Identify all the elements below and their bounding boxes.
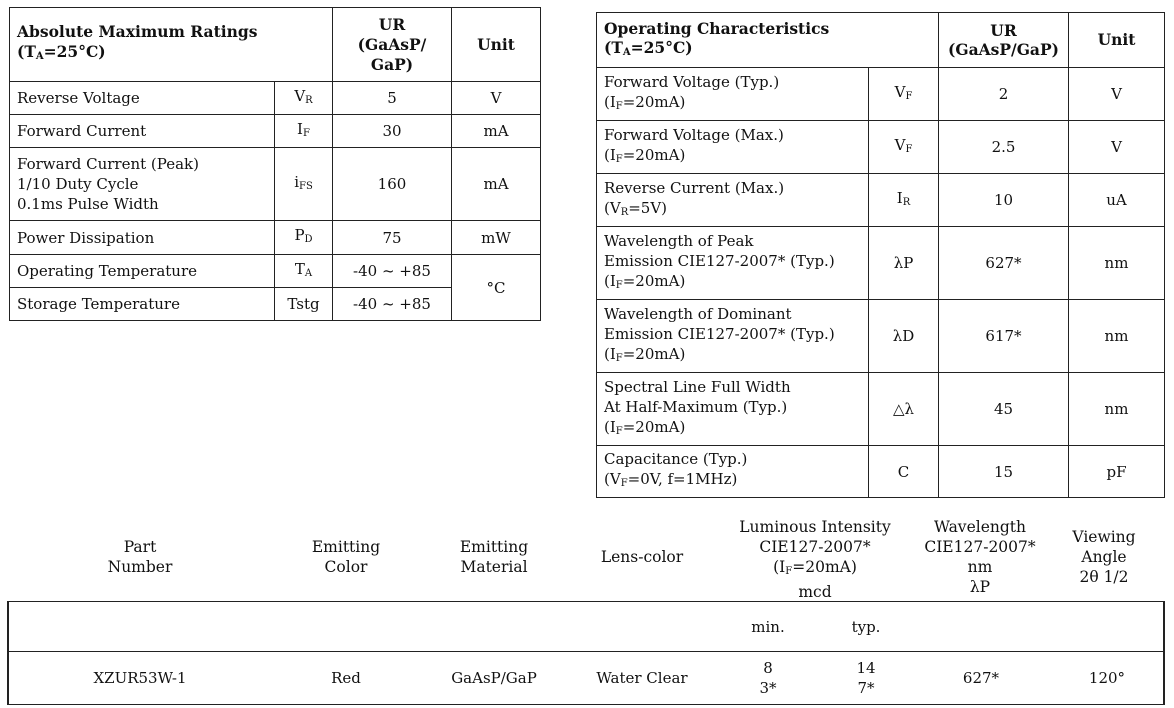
value-cell: -40 ~ +85 [332, 287, 452, 321]
intensity-min-cell: 8 3* [716, 651, 820, 705]
op-row: Forward Voltage (Max.) (IF=20mA) VF 2.5 V [596, 120, 1165, 174]
unit-cell: V [1068, 67, 1165, 121]
unit-cell: nm [1068, 299, 1165, 373]
symbol-cell: △λ [868, 372, 939, 446]
op-row: Spectral Line Full Width At Half-Maximum… [596, 372, 1165, 446]
value-cell: 160 [332, 147, 452, 221]
header-viewing-angle: Viewing Angle 2θ 1/2 [1072, 528, 1136, 586]
abs-row: Forward Current IF 30 mA [9, 114, 541, 148]
emitting-color-cell: Red [272, 651, 420, 705]
param-cell: Storage Temperature [9, 287, 275, 321]
emitting-material-cell: GaAsP/GaP [420, 651, 568, 705]
abs-row: Power Dissipation PD 75 mW [9, 220, 541, 255]
parts-table: min. typ. XZUR53W-1 Red GaAsP/GaP Water … [8, 601, 1164, 705]
symbol-cell: C [868, 445, 939, 498]
param-cell: Reverse Voltage [9, 81, 275, 115]
value-cell: 5 [332, 81, 452, 115]
intensity-typ-cell: 14 7* [820, 651, 912, 705]
op-row: Wavelength of Dominant Emission CIE127-2… [596, 299, 1165, 373]
param-cell: Power Dissipation [9, 220, 275, 255]
sub-header-min: min. [716, 601, 820, 652]
value-cell: 30 [332, 114, 452, 148]
unit-cell: V [1068, 120, 1165, 174]
header-emitting-color: Emitting Color [311, 538, 381, 576]
parts-table-header: Part Number Emitting Color Emitting Mate… [8, 515, 1164, 601]
abs-title: Absolute Maximum Ratings [17, 22, 258, 41]
wavelength-cell: 627* [912, 651, 1050, 705]
symbol-cell: λP [868, 226, 939, 300]
unit-cell: nm [1068, 226, 1165, 300]
header-wavelength: Wavelength CIE127-2007* nm λP [924, 518, 1036, 596]
param-cell: Wavelength of Peak Emission CIE127-2007*… [596, 226, 869, 300]
symbol-cell: IF [274, 114, 333, 148]
header-emitting-material: Emitting Material [459, 538, 529, 576]
abs-header-title: Absolute Maximum Ratings (TA=25°C) [9, 7, 333, 82]
param-cell: Wavelength of Dominant Emission CIE127-2… [596, 299, 869, 373]
value-cell: 2 [938, 67, 1069, 121]
symbol-cell: VR [274, 81, 333, 115]
viewing-angle-cell: 120° [1050, 651, 1164, 705]
lens-color-cell: Water Clear [568, 651, 716, 705]
symbol-cell: λD [868, 299, 939, 373]
symbol-cell: IR [868, 173, 939, 227]
abs-row: Reverse Voltage VR 5 V [9, 81, 541, 115]
frame-line [7, 601, 9, 705]
operating-characteristics-table: Operating Characteristics (TA=25°C) UR (… [596, 12, 1165, 498]
value-cell: 617* [938, 299, 1069, 373]
part-number-cell: XZUR53W-1 [8, 651, 272, 705]
sub-header-typ: typ. [820, 601, 912, 652]
value-cell: 10 [938, 173, 1069, 227]
op-title: Operating Characteristics [604, 18, 830, 38]
symbol-cell: VF [868, 67, 939, 121]
abs-row: Operating Temperature TA -40 ~ +85 °C [9, 254, 541, 321]
op-condition: (TA=25°C) [604, 37, 693, 58]
abs-row: Storage Temperature Tstg -40 ~ +85 [9, 287, 541, 321]
value-cell: 45 [938, 372, 1069, 446]
unit-cell: pF [1068, 445, 1165, 498]
unit-cell: mA [451, 114, 541, 148]
value-cell: 75 [332, 220, 452, 255]
param-cell: Forward Current [9, 114, 275, 148]
param-cell: Spectral Line Full Width At Half-Maximum… [596, 372, 869, 446]
header-lens-color: Lens-color [600, 548, 684, 566]
param-cell: Capacitance (Typ.) (VF=0V, f=1MHz) [596, 445, 869, 498]
op-col-ur: UR (GaAsP/GaP) [938, 12, 1069, 68]
abs-condition: (TA=25°C) [17, 42, 106, 62]
abs-row: Forward Current (Peak) 1/10 Duty Cycle 0… [9, 147, 541, 221]
symbol-cell: PD [274, 220, 333, 255]
op-row: Forward Voltage (Typ.) (IF=20mA) VF 2 V [596, 67, 1165, 121]
op-row: Reverse Current (Max.) (VR=5V) IR 10 uA [596, 173, 1165, 227]
param-cell: Forward Voltage (Max.) (IF=20mA) [596, 120, 869, 174]
param-cell: Operating Temperature [9, 254, 275, 288]
unit-cell: uA [1068, 173, 1165, 227]
unit-cell: °C [451, 254, 541, 321]
header-part-number: Part Number [107, 538, 173, 576]
op-header-title: Operating Characteristics (TA=25°C) [596, 12, 939, 68]
value-cell: 627* [938, 226, 1069, 300]
symbol-cell: TA [274, 254, 333, 288]
symbol-cell: Tstg [274, 287, 333, 321]
unit-cell: mW [451, 220, 541, 255]
unit-cell: V [451, 81, 541, 115]
value-cell: 2.5 [938, 120, 1069, 174]
param-cell: Reverse Current (Max.) (VR=5V) [596, 173, 869, 227]
absolute-maximum-ratings-table: Absolute Maximum Ratings (TA=25°C) UR (G… [9, 7, 541, 321]
symbol-cell: VF [868, 120, 939, 174]
value-cell: 15 [938, 445, 1069, 498]
abs-col-unit: Unit [451, 7, 541, 82]
table-row: XZUR53W-1 Red GaAsP/GaP Water Clear 8 3*… [8, 651, 1164, 705]
value-cell: -40 ~ +85 [332, 254, 452, 288]
symbol-cell: iFS [274, 147, 333, 221]
abs-col-ur: UR (GaAsP/ GaP) [332, 7, 452, 82]
param-cell: Forward Voltage (Typ.) (IF=20mA) [596, 67, 869, 121]
sub-header-row: min. typ. [8, 601, 1164, 652]
op-row: Capacitance (Typ.) (VF=0V, f=1MHz) C 15 p… [596, 445, 1165, 498]
unit-cell: nm [1068, 372, 1165, 446]
unit-cell: mA [451, 147, 541, 221]
op-col-unit: Unit [1068, 12, 1165, 68]
param-cell: Forward Current (Peak) 1/10 Duty Cycle 0… [9, 147, 275, 221]
op-row: Wavelength of Peak Emission CIE127-2007*… [596, 226, 1165, 300]
header-luminous-intensity: Luminous Intensity CIE127-2007* (IF=20mA… [739, 518, 891, 601]
